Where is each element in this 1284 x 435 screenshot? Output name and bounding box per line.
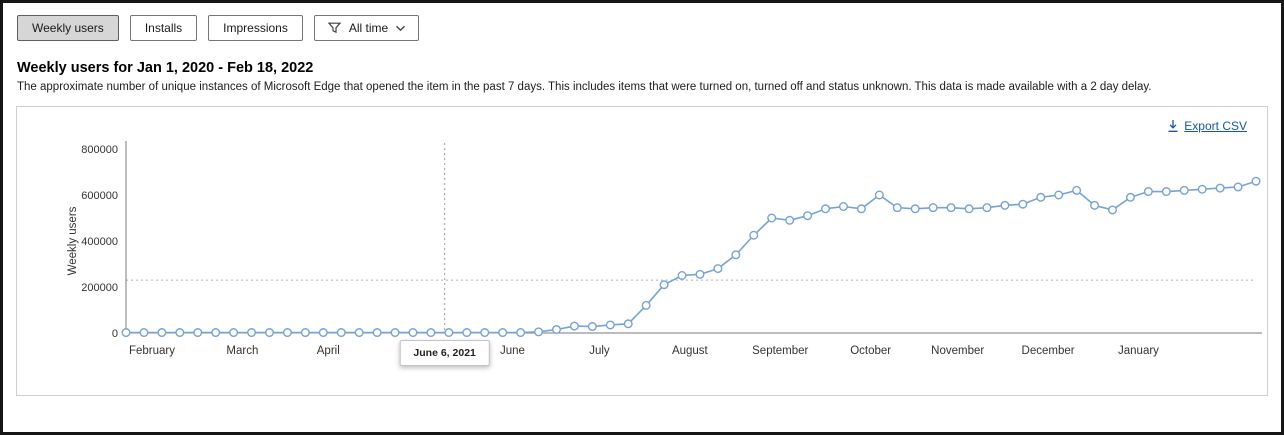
svg-text:200000: 200000	[81, 282, 118, 294]
svg-text:October: October	[850, 345, 891, 357]
page-description: The approximate number of unique instanc…	[17, 81, 1152, 93]
chart-card: Export CSV 0 200000 400000 600000 800000 Week…	[16, 106, 1268, 396]
export-row: Export CSV	[17, 107, 1267, 135]
svg-text:September: September	[752, 345, 808, 357]
page-title: Weekly users for Jan 1, 2020 - Feb 18, 2…	[17, 60, 314, 76]
svg-text:August: August	[672, 345, 709, 357]
svg-text:March: March	[226, 345, 258, 357]
svg-text:July: July	[589, 345, 610, 357]
time-filter-label: All time	[348, 21, 389, 35]
filter-icon	[327, 21, 342, 35]
toolbar: Weekly users Installs Impressions All ti…	[3, 3, 1281, 41]
svg-text:April: April	[317, 345, 340, 357]
svg-text:December: December	[1022, 345, 1075, 357]
weekly-users-line-chart: 0 200000 400000 600000 800000 Weekly users Feb…	[67, 141, 1262, 357]
time-filter-dropdown[interactable]: All time	[313, 15, 420, 41]
svg-text:November: November	[931, 345, 984, 357]
svg-text:February: February	[129, 345, 175, 357]
date-tooltip: June 6, 2021	[399, 340, 490, 366]
export-csv-link[interactable]: Export CSV	[1167, 119, 1247, 133]
svg-text:January: January	[1118, 345, 1159, 357]
svg-text:800000: 800000	[81, 144, 118, 156]
download-icon	[1167, 119, 1179, 133]
chevron-down-icon	[395, 25, 406, 32]
tab-installs[interactable]: Installs	[129, 15, 198, 41]
chart-area: 0 200000 400000 600000 800000 Weekly users Feb…	[18, 135, 1266, 385]
svg-text:June: June	[500, 345, 525, 357]
svg-text:600000: 600000	[81, 190, 118, 202]
tab-impressions[interactable]: Impressions	[208, 15, 303, 41]
export-csv-label: Export CSV	[1184, 119, 1247, 133]
svg-text:0: 0	[112, 328, 118, 340]
svg-text:400000: 400000	[81, 236, 118, 248]
tab-weekly-users[interactable]: Weekly users	[17, 15, 119, 41]
svg-text:Weekly users: Weekly users	[67, 206, 79, 275]
